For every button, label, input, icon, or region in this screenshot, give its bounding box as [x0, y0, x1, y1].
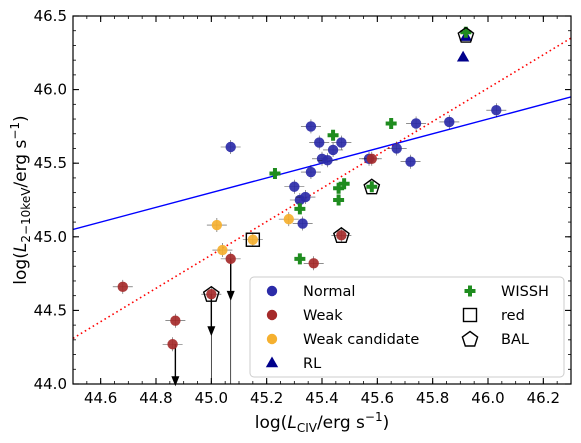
weak-candidate-point	[217, 244, 228, 256]
weak-point	[170, 315, 181, 326]
wissh-point	[460, 26, 472, 38]
weak-candidate-point	[211, 219, 223, 231]
wissh-point	[294, 253, 306, 265]
rl-point	[456, 50, 470, 62]
y-tick-label: 45.0	[34, 228, 67, 246]
normal-point	[391, 143, 402, 154]
bal-marker	[457, 26, 475, 43]
legend-circle-marker	[266, 333, 278, 345]
legend-label: red	[501, 308, 525, 324]
wissh-point	[294, 203, 306, 215]
bal-marker	[202, 285, 220, 302]
y-axis-label: log(L2−10keV/erg s−1)	[8, 115, 33, 284]
y-tick-label: 44.5	[34, 301, 67, 319]
wissh-point	[333, 182, 345, 194]
normal-point	[322, 155, 333, 166]
wissh-point	[333, 194, 345, 206]
bal-marker	[363, 178, 381, 195]
weak-candidate-point	[283, 213, 294, 225]
legend-circle-marker	[266, 309, 278, 321]
weak-point	[167, 339, 178, 350]
wissh-point	[366, 181, 378, 193]
normal-point	[300, 191, 311, 203]
weak-point	[366, 153, 377, 164]
wissh-point	[338, 178, 350, 190]
wissh-point	[327, 129, 339, 141]
weak-point	[308, 258, 319, 269]
y-tick-label: 46.5	[34, 7, 67, 25]
normal-point	[444, 116, 455, 128]
x-tick-label: 45.8	[416, 389, 449, 407]
weak-point	[336, 230, 347, 241]
x-tick-label: 46.0	[471, 389, 504, 407]
x-tick-label: 45.0	[195, 389, 228, 407]
legend-label: Weak	[303, 308, 343, 324]
legend-square-marker	[462, 307, 478, 323]
legend-label: Weak candidate	[303, 332, 419, 348]
wissh-point	[269, 168, 281, 180]
x-tick-label: 44.6	[84, 389, 117, 407]
normal-point	[491, 105, 502, 116]
normal-point	[336, 137, 347, 148]
normal-point	[225, 141, 236, 153]
x-tick-label: 45.6	[361, 389, 394, 407]
weak-point	[225, 253, 236, 265]
legend-plus-marker	[464, 285, 476, 297]
axis-ticks: 44.6 44.8 45.0 45.2 45.4 45.6 45.8 46.0 46.2 44.0…	[34, 7, 572, 407]
weak-point	[117, 281, 128, 293]
dotted-relation-line	[73, 37, 571, 340]
legend-circle-marker	[266, 285, 278, 297]
x-tick-label: 45.2	[250, 389, 283, 407]
normal-point	[305, 121, 317, 132]
legend-label: BAL	[501, 332, 529, 348]
legend: Normal Weak Weak candidate RL WISSH red BAL	[249, 276, 565, 378]
data-points	[112, 26, 507, 352]
legend-label: WISSH	[501, 284, 549, 300]
y-tick-label: 44.0	[34, 375, 67, 393]
normal-point	[297, 218, 308, 229]
y-tick-label: 45.5	[34, 154, 67, 172]
wissh-point	[385, 117, 397, 129]
upper-limits	[171, 258, 235, 387]
x-tick-label: 45.4	[305, 389, 338, 407]
normal-point	[289, 181, 300, 192]
legend-pentagon-marker	[461, 330, 479, 347]
marker-overlays	[202, 26, 475, 302]
x-tick-label: 44.8	[139, 389, 172, 407]
red-marker	[245, 232, 261, 247]
bal-marker	[332, 226, 350, 244]
legend-label: RL	[303, 356, 321, 372]
x-tick-label: 46.2	[527, 389, 560, 407]
legend-label: Normal	[303, 284, 355, 300]
legend-box	[249, 276, 565, 378]
normal-point	[314, 137, 325, 148]
weak-point	[206, 289, 217, 300]
normal-point	[405, 156, 416, 167]
legend-triangle-marker	[265, 356, 279, 368]
x-axis-label: log(LCIV/erg s−1)	[255, 410, 389, 435]
weak-candidate-point	[247, 234, 259, 245]
normal-point	[327, 144, 339, 156]
normal-point	[305, 166, 317, 178]
y-tick-label: 46.0	[34, 81, 67, 99]
normal-point	[410, 118, 422, 129]
